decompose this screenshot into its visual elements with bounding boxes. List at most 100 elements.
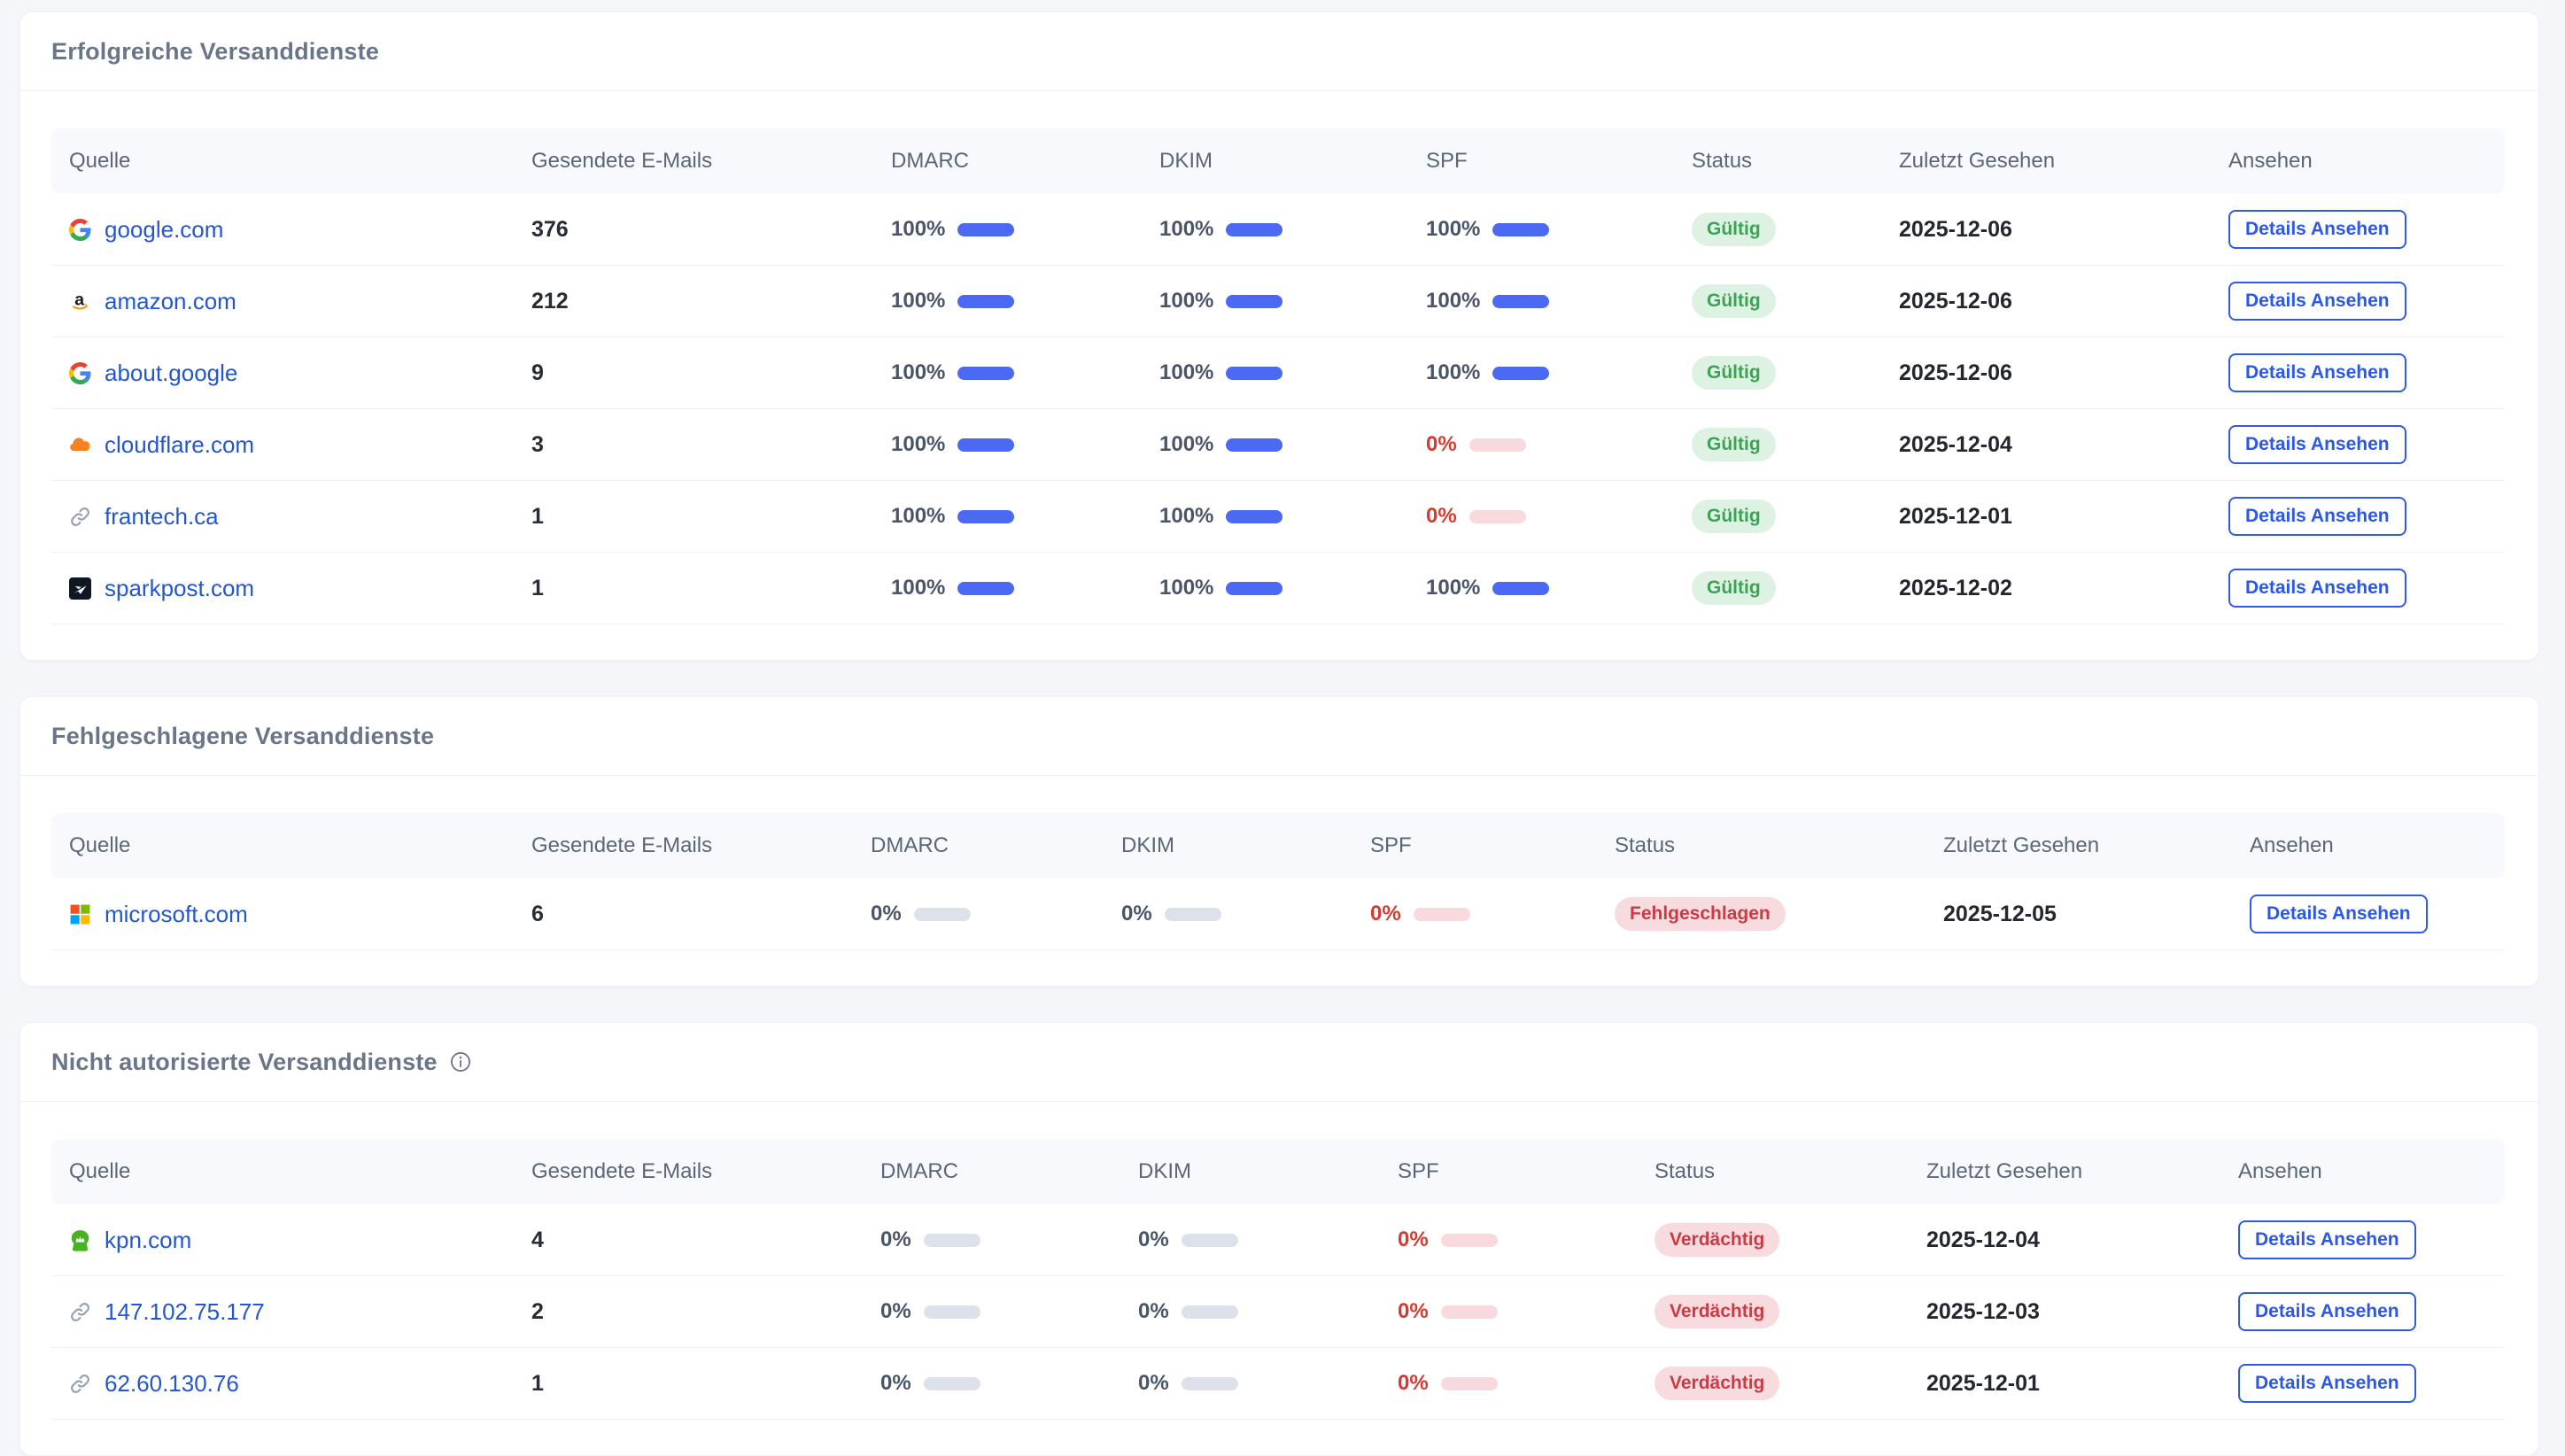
table-header-row: Quelle Gesendete E-Mails DMARC DKIM SPF Statu… — [51, 813, 2505, 879]
details-button[interactable]: Details Ansehen — [2228, 425, 2406, 464]
source-link[interactable]: 147.102.75.177 — [105, 1297, 265, 1325]
last-seen: 2025-12-04 — [1899, 431, 2012, 457]
source-link[interactable]: amazon.com — [105, 287, 236, 314]
spf-cell: 0% — [1408, 432, 1674, 457]
details-button[interactable]: Details Ansehen — [2250, 895, 2428, 933]
table-row: about.google 9 100% 100% 100% Gültig 2025-12-0… — [51, 337, 2505, 409]
dmarc-cell: 100% — [873, 217, 1142, 242]
sent-count: 1 — [531, 1370, 544, 1396]
details-button[interactable]: Details Ansehen — [2238, 1220, 2416, 1259]
dmarc-cell: 100% — [873, 504, 1142, 529]
dkim-cell: 0% — [1120, 1371, 1380, 1396]
last-seen: 2025-12-04 — [1926, 1227, 2040, 1252]
spf-value: 0% — [1370, 902, 1401, 925]
sent-count: 6 — [531, 901, 544, 926]
sent-count: 1 — [531, 503, 544, 529]
dmarc-cell: 0% — [863, 1371, 1120, 1396]
sparkpost-icon — [69, 577, 91, 600]
dkim-value: 100% — [1159, 217, 1214, 241]
dkim-progress-bar — [1181, 1305, 1238, 1319]
details-button[interactable]: Details Ansehen — [2238, 1292, 2416, 1331]
dkim-cell: 100% — [1142, 289, 1408, 314]
table-body: microsoft.com 6 0% 0% 0% Fehlgeschlagen 2025-1… — [51, 879, 2505, 950]
dkim-value: 0% — [1138, 1299, 1169, 1323]
source-link[interactable]: 62.60.130.76 — [105, 1369, 239, 1397]
details-button[interactable]: Details Ansehen — [2228, 497, 2406, 536]
status-cell: Gültig — [1674, 500, 1881, 533]
column-header-gesendete-e-mails: Gesendete E-Mails — [531, 149, 713, 173]
source-link[interactable]: google.com — [105, 215, 224, 243]
details-button[interactable]: Details Ansehen — [2228, 210, 2406, 249]
card-unauthorized-senders: Nicht autorisierte Versanddienste Quelle… — [19, 1022, 2539, 1456]
dmarc-cell: 100% — [873, 289, 1142, 314]
microsoft-icon — [69, 903, 91, 925]
status-badge: Gültig — [1692, 284, 1776, 318]
status-badge: Gültig — [1692, 356, 1776, 390]
last-seen: 2025-12-05 — [1943, 901, 2057, 926]
source-link[interactable]: frantech.ca — [105, 502, 219, 530]
status-cell: Fehlgeschlagen — [1597, 897, 1926, 931]
dkim-value: 100% — [1159, 289, 1214, 313]
action-cell: Details Ansehen — [2211, 425, 2505, 464]
link-icon — [69, 1301, 91, 1323]
source-link[interactable]: cloudflare.com — [105, 430, 255, 458]
status-cell: Gültig — [1674, 284, 1881, 318]
column-header-ansehen: Ansehen — [2228, 149, 2313, 173]
details-button[interactable]: Details Ansehen — [2228, 282, 2406, 321]
details-button[interactable]: Details Ansehen — [2228, 353, 2406, 392]
sent-count: 1 — [531, 575, 544, 600]
spf-cell: 0% — [1352, 902, 1597, 926]
card-failed-senders: Fehlgeschlagene Versanddienste Quelle Ges… — [19, 696, 2539, 987]
card-header: Nicht autorisierte Versanddienste — [20, 1023, 2538, 1102]
dkim-progress-bar — [1164, 907, 1221, 921]
spf-cell: 100% — [1408, 576, 1674, 600]
dmarc-cell: 0% — [853, 902, 1104, 926]
spf-progress-bar — [1492, 222, 1550, 236]
status-badge: Gültig — [1692, 428, 1776, 461]
amazon-icon: a — [69, 290, 91, 313]
section-title: Nicht autorisierte Versanddienste — [51, 1049, 438, 1075]
action-cell: Details Ansehen — [2211, 569, 2505, 608]
status-cell: Gültig — [1674, 356, 1881, 390]
info-circle-icon[interactable] — [449, 1050, 472, 1073]
table-header-row: Quelle Gesendete E-Mails DMARC DKIM SPF Statu… — [51, 128, 2505, 194]
column-header-dmarc: DMARC — [891, 149, 969, 173]
dkim-progress-bar — [1181, 1376, 1238, 1390]
last-seen: 2025-12-03 — [1926, 1298, 2040, 1324]
source-link[interactable]: about.google — [105, 359, 238, 386]
column-header-quelle: Quelle — [69, 1159, 131, 1183]
sent-count: 2 — [531, 1298, 544, 1324]
action-cell: Details Ansehen — [2211, 282, 2505, 321]
dmarc-value: 100% — [891, 504, 946, 528]
source-cell: a amazon.com — [51, 288, 514, 315]
column-header-quelle: Quelle — [69, 833, 131, 857]
source-link[interactable]: kpn.com — [105, 1226, 192, 1253]
spf-progress-bar — [1413, 907, 1470, 921]
spf-cell: 100% — [1408, 360, 1674, 385]
action-cell: Details Ansehen — [2211, 497, 2505, 536]
dkim-cell: 100% — [1142, 432, 1408, 457]
sent-count: 9 — [531, 360, 544, 385]
dkim-value: 100% — [1159, 432, 1214, 456]
dkim-value: 100% — [1159, 576, 1214, 600]
dmarc-progress-bar — [923, 1376, 980, 1390]
svg-text:a: a — [74, 290, 84, 309]
dkim-cell: 100% — [1142, 576, 1408, 600]
column-header-status: Status — [1615, 833, 1676, 857]
spf-progress-bar — [1468, 438, 1526, 452]
dmarc-progress-bar — [957, 509, 1015, 523]
status-badge: Fehlgeschlagen — [1615, 897, 1786, 931]
spf-value: 0% — [1398, 1228, 1429, 1251]
dkim-progress-bar — [1226, 581, 1283, 595]
dmarc-progress-bar — [923, 1305, 980, 1319]
source-link[interactable]: microsoft.com — [105, 900, 248, 927]
spf-progress-bar — [1440, 1376, 1498, 1390]
source-link[interactable]: sparkpost.com — [105, 574, 255, 601]
column-header-zuletzt-gesehen: Zuletzt Gesehen — [1943, 833, 2100, 857]
status-cell: Gültig — [1674, 571, 1881, 605]
spf-progress-bar — [1492, 294, 1550, 308]
google-icon — [69, 361, 91, 384]
details-button[interactable]: Details Ansehen — [2228, 569, 2406, 608]
details-button[interactable]: Details Ansehen — [2238, 1364, 2416, 1403]
column-header-status: Status — [1692, 149, 1753, 173]
